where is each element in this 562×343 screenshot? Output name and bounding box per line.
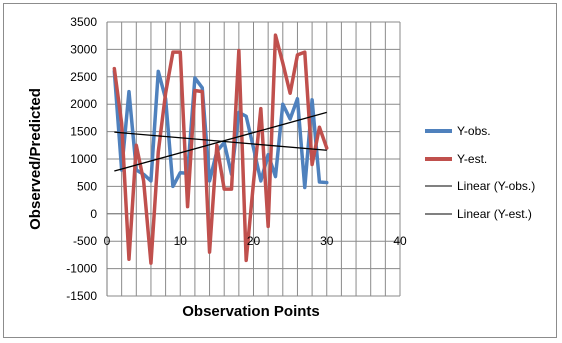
x-tick-label: 10	[174, 234, 188, 248]
x-tick-label: 40	[393, 234, 407, 248]
y-tick-label: -1500	[66, 289, 97, 303]
legend-label-y-est: Y-est.	[457, 152, 487, 166]
y-tick-label: -500	[73, 234, 97, 248]
tick-labels: -1500 -1000 -500 0 500 1000 1500 2000 2500 3000 35…	[66, 15, 407, 303]
y-tick-label: -1000	[66, 262, 97, 276]
y-axis-title: Observed/Predicted	[27, 88, 44, 230]
legend-label-linear-y-est: Linear (Y-est.)	[457, 207, 532, 221]
legend: Y-obs. Y-est. Linear (Y-obs.) Linear (Y-…	[425, 124, 535, 221]
legend-label-linear-y-obs: Linear (Y-obs.)	[457, 179, 535, 193]
series-line-y-est	[112, 33, 329, 265]
y-tick-label: 3000	[70, 42, 97, 56]
x-tick-label: 20	[247, 234, 261, 248]
y-tick-label: 0	[90, 207, 97, 221]
legend-label-y-obs: Y-obs.	[457, 124, 491, 138]
series-layer	[112, 33, 329, 265]
y-tick-label: 3500	[70, 15, 97, 29]
y-tick-label: 500	[77, 179, 97, 193]
y-tick-label: 1000	[70, 152, 97, 166]
y-tick-label: 1500	[70, 125, 97, 139]
x-tick-label: 30	[320, 234, 334, 248]
y-tick-label: 2000	[70, 97, 97, 111]
x-tick-label: 0	[104, 234, 111, 248]
series-line-y-obs	[112, 69, 329, 190]
trendline-linear-y-est	[114, 111, 327, 172]
x-axis-title: Observation Points	[182, 303, 320, 320]
y-tick-label: 2500	[70, 70, 97, 84]
